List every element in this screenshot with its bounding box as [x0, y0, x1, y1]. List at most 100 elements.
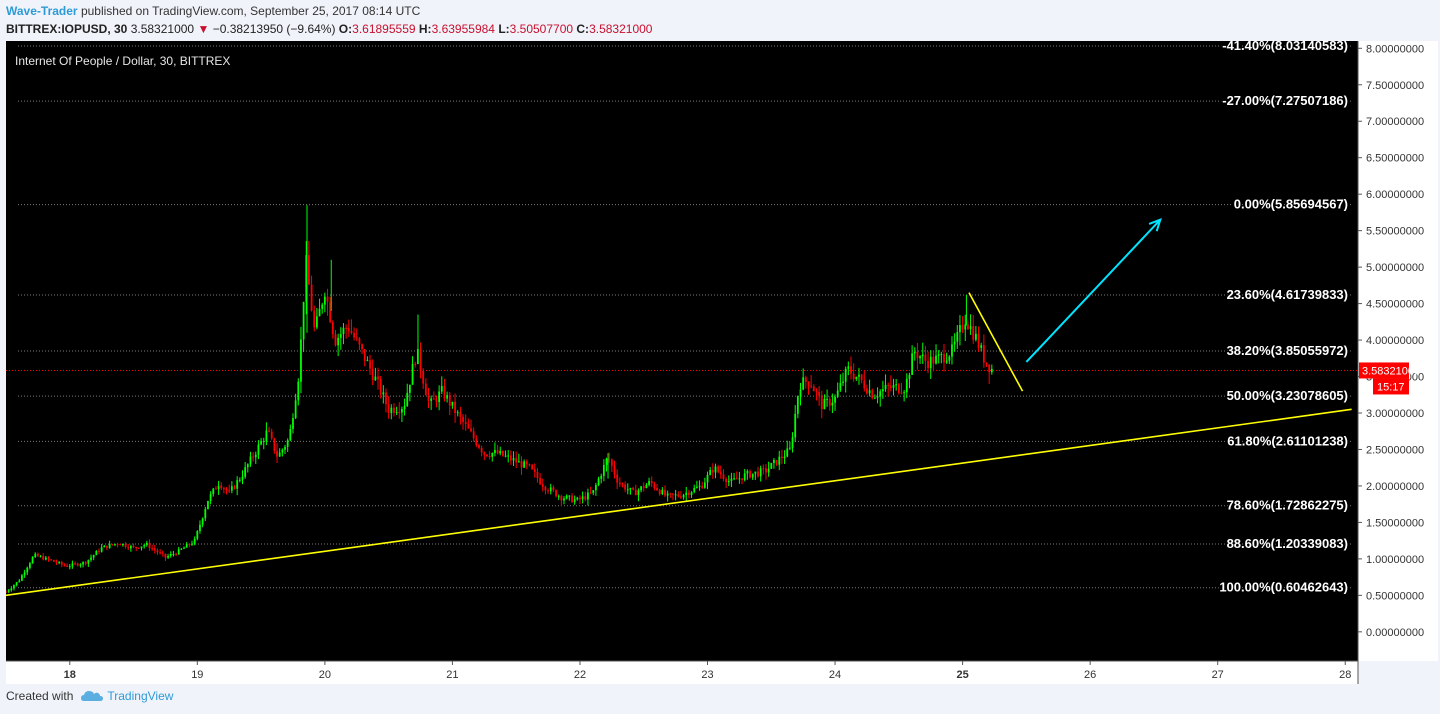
author-link[interactable]: Wave-Trader [6, 4, 78, 18]
candle[interactable] [52, 559, 55, 562]
candle[interactable] [167, 553, 169, 559]
candle[interactable] [600, 473, 603, 484]
candle[interactable] [68, 563, 71, 570]
candle[interactable] [44, 555, 47, 561]
candle[interactable] [159, 549, 162, 555]
candle[interactable] [887, 382, 890, 397]
candle[interactable] [932, 351, 935, 372]
candle[interactable] [828, 396, 831, 411]
candle[interactable] [568, 495, 571, 501]
candle[interactable] [964, 314, 967, 342]
candle[interactable] [967, 320, 969, 331]
candle[interactable] [13, 584, 15, 591]
candle[interactable] [183, 546, 185, 549]
candle[interactable] [579, 495, 581, 505]
candle[interactable] [169, 551, 172, 558]
candle[interactable] [990, 364, 993, 375]
candle[interactable] [741, 478, 743, 485]
candle[interactable] [260, 437, 262, 446]
candle[interactable] [781, 449, 783, 464]
candle[interactable] [310, 275, 313, 312]
candle[interactable] [440, 376, 443, 395]
candle[interactable] [153, 544, 156, 554]
candle[interactable] [23, 569, 26, 578]
price-chart[interactable]: -41.40%(8.03140583) -27.00%(7.27507186) 0.… [5, 37, 1438, 684]
candle[interactable] [523, 459, 526, 468]
candle[interactable] [982, 334, 985, 368]
candle[interactable] [685, 486, 688, 502]
candle[interactable] [196, 530, 199, 541]
candle[interactable] [587, 488, 589, 506]
candle[interactable] [66, 563, 69, 568]
candle[interactable] [244, 462, 247, 479]
candle[interactable] [539, 473, 542, 486]
candle[interactable] [29, 561, 31, 570]
candle[interactable] [616, 469, 619, 490]
candle[interactable] [730, 472, 733, 487]
candle[interactable] [459, 406, 462, 425]
candle[interactable] [302, 301, 305, 353]
candle[interactable] [749, 469, 751, 479]
candle[interactable] [690, 491, 693, 499]
candle[interactable] [693, 484, 696, 494]
candle[interactable] [385, 388, 387, 413]
candle[interactable] [778, 450, 781, 471]
candle[interactable] [217, 480, 220, 495]
candle[interactable] [363, 349, 366, 367]
candle[interactable] [230, 481, 233, 494]
candle[interactable] [823, 394, 826, 410]
candle[interactable] [36, 552, 39, 557]
candle[interactable] [289, 424, 292, 442]
candle[interactable] [595, 482, 597, 496]
candle[interactable] [369, 354, 371, 376]
candle[interactable] [791, 432, 794, 453]
candle[interactable] [836, 382, 839, 399]
candle[interactable] [185, 542, 188, 548]
candle[interactable] [576, 496, 579, 501]
candle[interactable] [132, 543, 135, 549]
candle[interactable] [462, 413, 464, 430]
candle[interactable] [233, 484, 236, 490]
candle[interactable] [555, 489, 557, 498]
candle[interactable] [379, 376, 382, 399]
candle[interactable] [406, 383, 409, 407]
candle[interactable] [199, 520, 201, 534]
candle[interactable] [911, 345, 914, 375]
candle[interactable] [321, 302, 324, 314]
candle[interactable] [135, 546, 138, 552]
candle[interactable] [371, 359, 374, 386]
candle[interactable] [191, 540, 193, 546]
candle[interactable] [618, 477, 621, 487]
candle[interactable] [626, 483, 629, 495]
candle[interactable] [547, 488, 549, 494]
candle[interactable] [924, 345, 927, 371]
candle[interactable] [454, 393, 456, 423]
candle[interactable] [175, 552, 177, 557]
candle[interactable] [908, 372, 911, 389]
candle[interactable] [552, 485, 555, 492]
candle[interactable] [834, 394, 836, 411]
candle[interactable] [456, 410, 459, 417]
candle[interactable] [177, 546, 180, 555]
candle[interactable] [935, 344, 937, 365]
candle[interactable] [488, 451, 491, 460]
candle[interactable] [746, 469, 749, 480]
candle[interactable] [674, 489, 677, 501]
candle[interactable] [172, 550, 175, 557]
candle[interactable] [948, 355, 951, 365]
candle[interactable] [706, 471, 709, 490]
candle[interactable] [491, 452, 494, 462]
candle[interactable] [432, 391, 435, 400]
resistance-trendline[interactable] [968, 292, 1024, 392]
candle[interactable] [852, 363, 855, 382]
candle[interactable] [241, 470, 244, 485]
candle[interactable] [842, 372, 844, 386]
candle[interactable] [499, 446, 502, 456]
candle[interactable] [565, 494, 568, 500]
candle[interactable] [74, 561, 76, 566]
candle[interactable] [775, 459, 778, 467]
candle[interactable] [79, 563, 82, 568]
candle[interactable] [7, 589, 10, 594]
candle[interactable] [161, 550, 164, 557]
candle[interactable] [642, 482, 645, 492]
